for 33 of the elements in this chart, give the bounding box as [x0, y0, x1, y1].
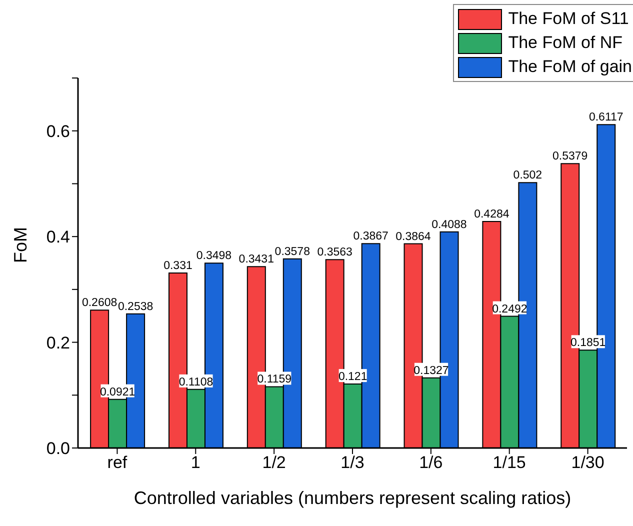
x-tick-label: 1/3	[340, 453, 364, 472]
data-label: 0.121	[338, 371, 368, 384]
data-label: 0.502	[513, 170, 542, 182]
data-label: 0.2538	[118, 300, 154, 313]
x-tick-label: 1	[190, 453, 200, 472]
y-tick-label: 0.2	[46, 333, 70, 352]
x-tick-label: ref	[107, 453, 128, 472]
y-tick-label: 0.0	[46, 439, 70, 458]
data-label: 0.5379	[552, 150, 588, 163]
data-label: 0.1159	[257, 374, 292, 386]
data-label: 0.2608	[82, 297, 118, 310]
data-label: 0.6117	[588, 112, 624, 124]
x-axis-title: Controlled variables (numbers represent scaling ratios)	[134, 488, 572, 508]
data-label: 0.331	[164, 260, 192, 272]
data-label: 0.1108	[178, 376, 214, 388]
y-axis-title: FoM	[10, 227, 30, 263]
legend-label: The FoM of S11	[508, 9, 629, 29]
legend-label: The FoM of gain	[508, 57, 632, 77]
data-label: 0.3563	[317, 246, 352, 259]
x-tick-label: 1/15	[492, 453, 526, 472]
data-label: 0.3864	[396, 230, 432, 243]
data-label: 0.3498	[196, 250, 232, 262]
data-label: 0.3431	[238, 254, 274, 266]
x-tick-label: 1/2	[262, 453, 286, 472]
data-label: 0.4284	[474, 208, 510, 221]
x-tick-label: 1/6	[419, 453, 443, 472]
x-tick-label: 1/30	[571, 453, 604, 472]
data-label: 0.3867	[353, 230, 388, 243]
data-label: 0.3578	[274, 246, 310, 258]
legend-label: The FoM of NF	[508, 33, 623, 53]
y-tick-label: 0.4	[46, 228, 70, 247]
y-tick-label: 0.6	[46, 122, 70, 141]
data-label: 0.4088	[432, 218, 467, 231]
